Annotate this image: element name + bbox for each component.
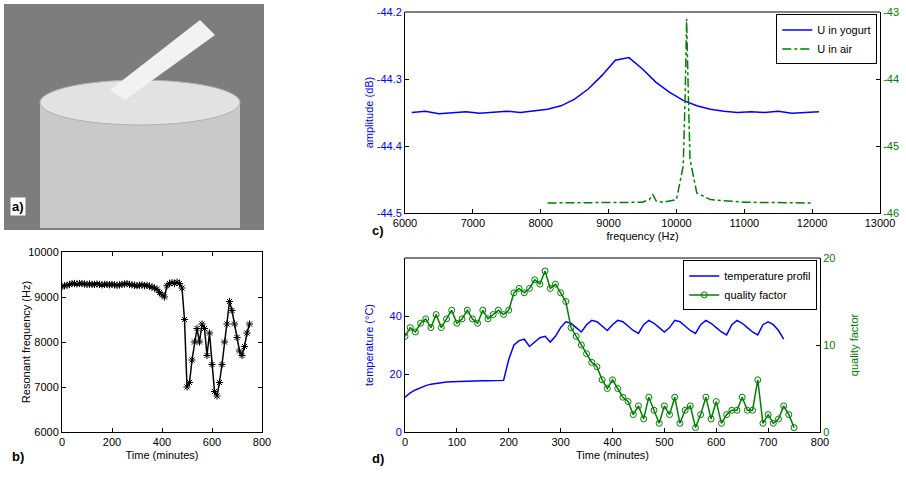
svg-text:10000: 10000: [661, 217, 692, 229]
svg-text:-44.3: -44.3: [377, 73, 402, 85]
svg-text:0: 0: [823, 426, 829, 438]
svg-text:-45: -45: [883, 140, 899, 152]
svg-text:600: 600: [707, 436, 725, 448]
svg-text:9000: 9000: [596, 217, 620, 229]
svg-text:temperature (°C): temperature (°C): [363, 304, 375, 386]
svg-text:500: 500: [655, 436, 673, 448]
svg-text:Time (minutes): Time (minutes): [126, 449, 199, 461]
svg-text:200: 200: [500, 436, 518, 448]
svg-text:800: 800: [253, 436, 271, 448]
svg-text:13000: 13000: [865, 217, 896, 229]
svg-text:0: 0: [396, 426, 402, 438]
svg-text:-44.5: -44.5: [377, 207, 402, 219]
svg-text:8000: 8000: [34, 336, 58, 348]
svg-text:40: 40: [390, 310, 402, 322]
svg-text:Time (minutes): Time (minutes): [576, 449, 649, 461]
svg-text:10: 10: [823, 339, 835, 351]
svg-text:6000: 6000: [393, 217, 417, 229]
svg-text:400: 400: [153, 436, 171, 448]
svg-text:12000: 12000: [797, 217, 828, 229]
svg-text:0: 0: [59, 436, 65, 448]
svg-text:8000: 8000: [528, 217, 552, 229]
svg-text:0: 0: [402, 436, 408, 448]
svg-text:U in yogurt: U in yogurt: [817, 24, 870, 36]
svg-text:-43: -43: [883, 6, 899, 18]
svg-text:-44.2: -44.2: [377, 6, 402, 18]
svg-text:10000: 10000: [28, 246, 59, 258]
svg-text:800: 800: [811, 436, 829, 448]
svg-text:600: 600: [203, 436, 221, 448]
svg-text:11000: 11000: [729, 217, 759, 229]
svg-text:6000: 6000: [34, 426, 58, 438]
svg-text:20: 20: [823, 252, 835, 264]
svg-text:c): c): [372, 223, 384, 238]
svg-text:7000: 7000: [461, 217, 485, 229]
svg-text:200: 200: [103, 436, 121, 448]
svg-text:9000: 9000: [34, 291, 58, 303]
svg-text:20: 20: [390, 368, 402, 380]
svg-text:Resonant frequency (Hz): Resonant frequency (Hz): [20, 281, 32, 403]
svg-text:300: 300: [551, 436, 569, 448]
svg-text:quality factor: quality factor: [724, 289, 787, 301]
svg-text:400: 400: [603, 436, 621, 448]
svg-text:temperature profil: temperature profil: [724, 270, 810, 282]
svg-text:quality factor: quality factor: [848, 313, 860, 376]
svg-text:700: 700: [759, 436, 777, 448]
svg-text:-44.4: -44.4: [377, 140, 402, 152]
svg-text:frequency (Hz): frequency (Hz): [606, 230, 678, 242]
svg-text:d): d): [372, 451, 384, 466]
svg-text:-44: -44: [883, 73, 899, 85]
svg-text:100: 100: [448, 436, 466, 448]
svg-text:-46: -46: [883, 207, 899, 219]
svg-text:7000: 7000: [34, 381, 58, 393]
svg-text:amplitude (dB): amplitude (dB): [363, 77, 375, 149]
svg-text:b): b): [12, 449, 24, 464]
svg-text:a): a): [12, 199, 24, 214]
svg-text:U in air: U in air: [817, 43, 852, 55]
